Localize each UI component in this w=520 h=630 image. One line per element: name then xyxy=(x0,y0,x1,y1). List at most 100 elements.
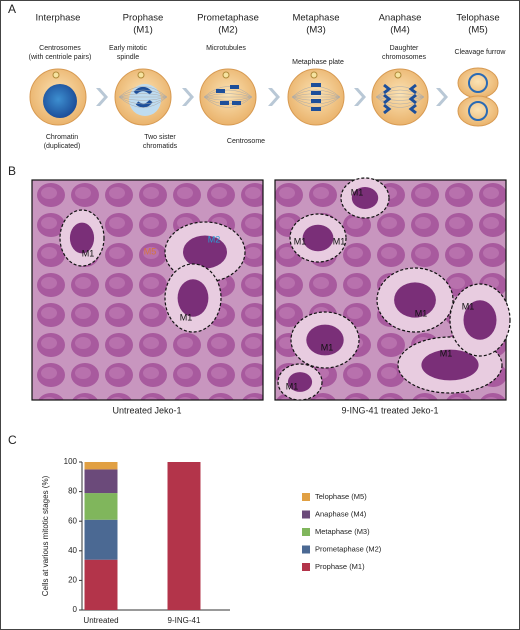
chromosome xyxy=(311,107,321,111)
chromosome xyxy=(311,83,321,87)
annotation: chromatids xyxy=(143,143,178,150)
spindle xyxy=(375,96,425,105)
annotation: Centrosome xyxy=(227,138,265,145)
annotation: Two sister xyxy=(144,134,176,141)
spindle xyxy=(203,89,253,98)
chromosome xyxy=(220,101,229,105)
chromosome xyxy=(383,103,392,115)
y-tick-label: 100 xyxy=(64,457,78,466)
spindle xyxy=(375,89,425,98)
chromatin xyxy=(394,282,436,318)
stage-title: Anaphase xyxy=(379,13,422,24)
x-tick-label: 9-ING-41 xyxy=(168,616,201,625)
chromatin xyxy=(183,235,227,269)
spindle xyxy=(291,89,341,98)
centrosome xyxy=(394,71,402,79)
chromosome xyxy=(408,93,417,105)
micrograph xyxy=(31,179,264,401)
spindle xyxy=(118,96,168,101)
chromosome xyxy=(311,99,321,103)
legend-label: Metaphase (M3) xyxy=(315,527,370,536)
annotation: Centrosomes xyxy=(39,45,81,52)
legend-swatch xyxy=(302,545,310,554)
spindle xyxy=(375,93,425,98)
stage-arrow xyxy=(182,88,194,106)
chromosome xyxy=(230,85,239,89)
centrosome xyxy=(137,71,145,79)
spindle xyxy=(118,93,168,98)
annotation: spindle xyxy=(117,54,139,61)
legend-label: Prometaphase (M2) xyxy=(315,544,382,553)
chromatin xyxy=(302,224,334,252)
centrosome xyxy=(310,71,318,79)
stage-title: Telophase xyxy=(456,13,499,24)
cell-label: M1 xyxy=(180,312,193,322)
cell-label: M1 xyxy=(82,248,95,258)
bar-segment xyxy=(84,469,118,494)
stage-title: Prophase xyxy=(123,13,164,24)
chromosome xyxy=(383,83,392,95)
spindle xyxy=(118,86,168,98)
y-tick-label: 40 xyxy=(68,546,77,555)
legend-swatch xyxy=(302,563,310,571)
cell-label: M1 xyxy=(351,187,364,197)
cell-label: M1 xyxy=(321,342,334,352)
annotation: Daughter xyxy=(390,45,419,52)
spindle xyxy=(118,89,168,98)
stage-arrow xyxy=(436,88,448,106)
panel-label: A xyxy=(8,2,16,16)
annotation: (with centriole pairs) xyxy=(29,54,92,61)
bar-segment xyxy=(84,493,118,520)
annotation: Early mitotic xyxy=(109,45,148,52)
spindle xyxy=(203,86,253,98)
bar-segment xyxy=(84,519,118,560)
cell-label: M1 xyxy=(415,308,428,318)
chromosome xyxy=(383,93,392,105)
spindle xyxy=(375,96,425,101)
legend-label: Anaphase (M4) xyxy=(315,509,367,518)
panel-c: C 0 20 40 60 80 100 Cells at various mitotic st… xyxy=(8,433,382,625)
stage-arrow xyxy=(354,88,366,106)
bar-segment xyxy=(84,559,118,610)
chromosome xyxy=(408,103,417,115)
x-tick-label: Untreated xyxy=(83,616,118,625)
nucleus xyxy=(468,73,488,93)
chromatin xyxy=(69,222,95,254)
stage-arrow xyxy=(268,88,280,106)
chromatin xyxy=(287,372,313,392)
panel-label: B xyxy=(8,164,16,178)
panel-b: B M1 M5 M2 M1 Untreated Jeko-1 M1 M1 M1 M1 M1 M1 M1 M… xyxy=(8,164,511,415)
legend-label: Prophase (M1) xyxy=(315,562,365,571)
annotation: chromosomes xyxy=(382,54,426,61)
spindle xyxy=(375,96,425,108)
stage-title: (M4) xyxy=(390,25,410,36)
bar-segment xyxy=(167,462,201,610)
annotation: Cleavage furrow xyxy=(455,49,507,56)
annotation: (duplicated) xyxy=(44,143,81,150)
y-tick-label: 20 xyxy=(68,576,77,585)
y-tick-label: 60 xyxy=(68,516,77,525)
annotation: Metaphase plate xyxy=(292,59,344,66)
nucleus xyxy=(468,101,488,121)
chromosome xyxy=(311,91,321,95)
cell-label: M1 xyxy=(462,301,475,311)
stage-title: (M1) xyxy=(133,25,153,36)
chromosome xyxy=(216,89,225,93)
y-axis-label: Cells at various mitotic stages (%) xyxy=(41,475,50,596)
legend-swatch xyxy=(302,493,310,501)
spindle xyxy=(118,96,168,105)
cell xyxy=(457,95,499,127)
cell-label: M1 xyxy=(333,236,346,246)
cell-label: M2 xyxy=(208,234,221,244)
cell-label: M1 xyxy=(294,236,307,246)
legend-label: Telophase (M5) xyxy=(315,492,367,501)
centrosome xyxy=(222,71,230,79)
y-tick-label: 80 xyxy=(68,487,77,496)
bar-segment xyxy=(84,462,118,470)
annotation: Microtubules xyxy=(206,45,246,52)
image-caption: 9-ING-41 treated Jeko-1 xyxy=(341,405,438,415)
panel-a: A Interphase Prophase(M1) Prometaphase(M2) M… xyxy=(8,2,506,150)
chromatin xyxy=(177,279,209,317)
